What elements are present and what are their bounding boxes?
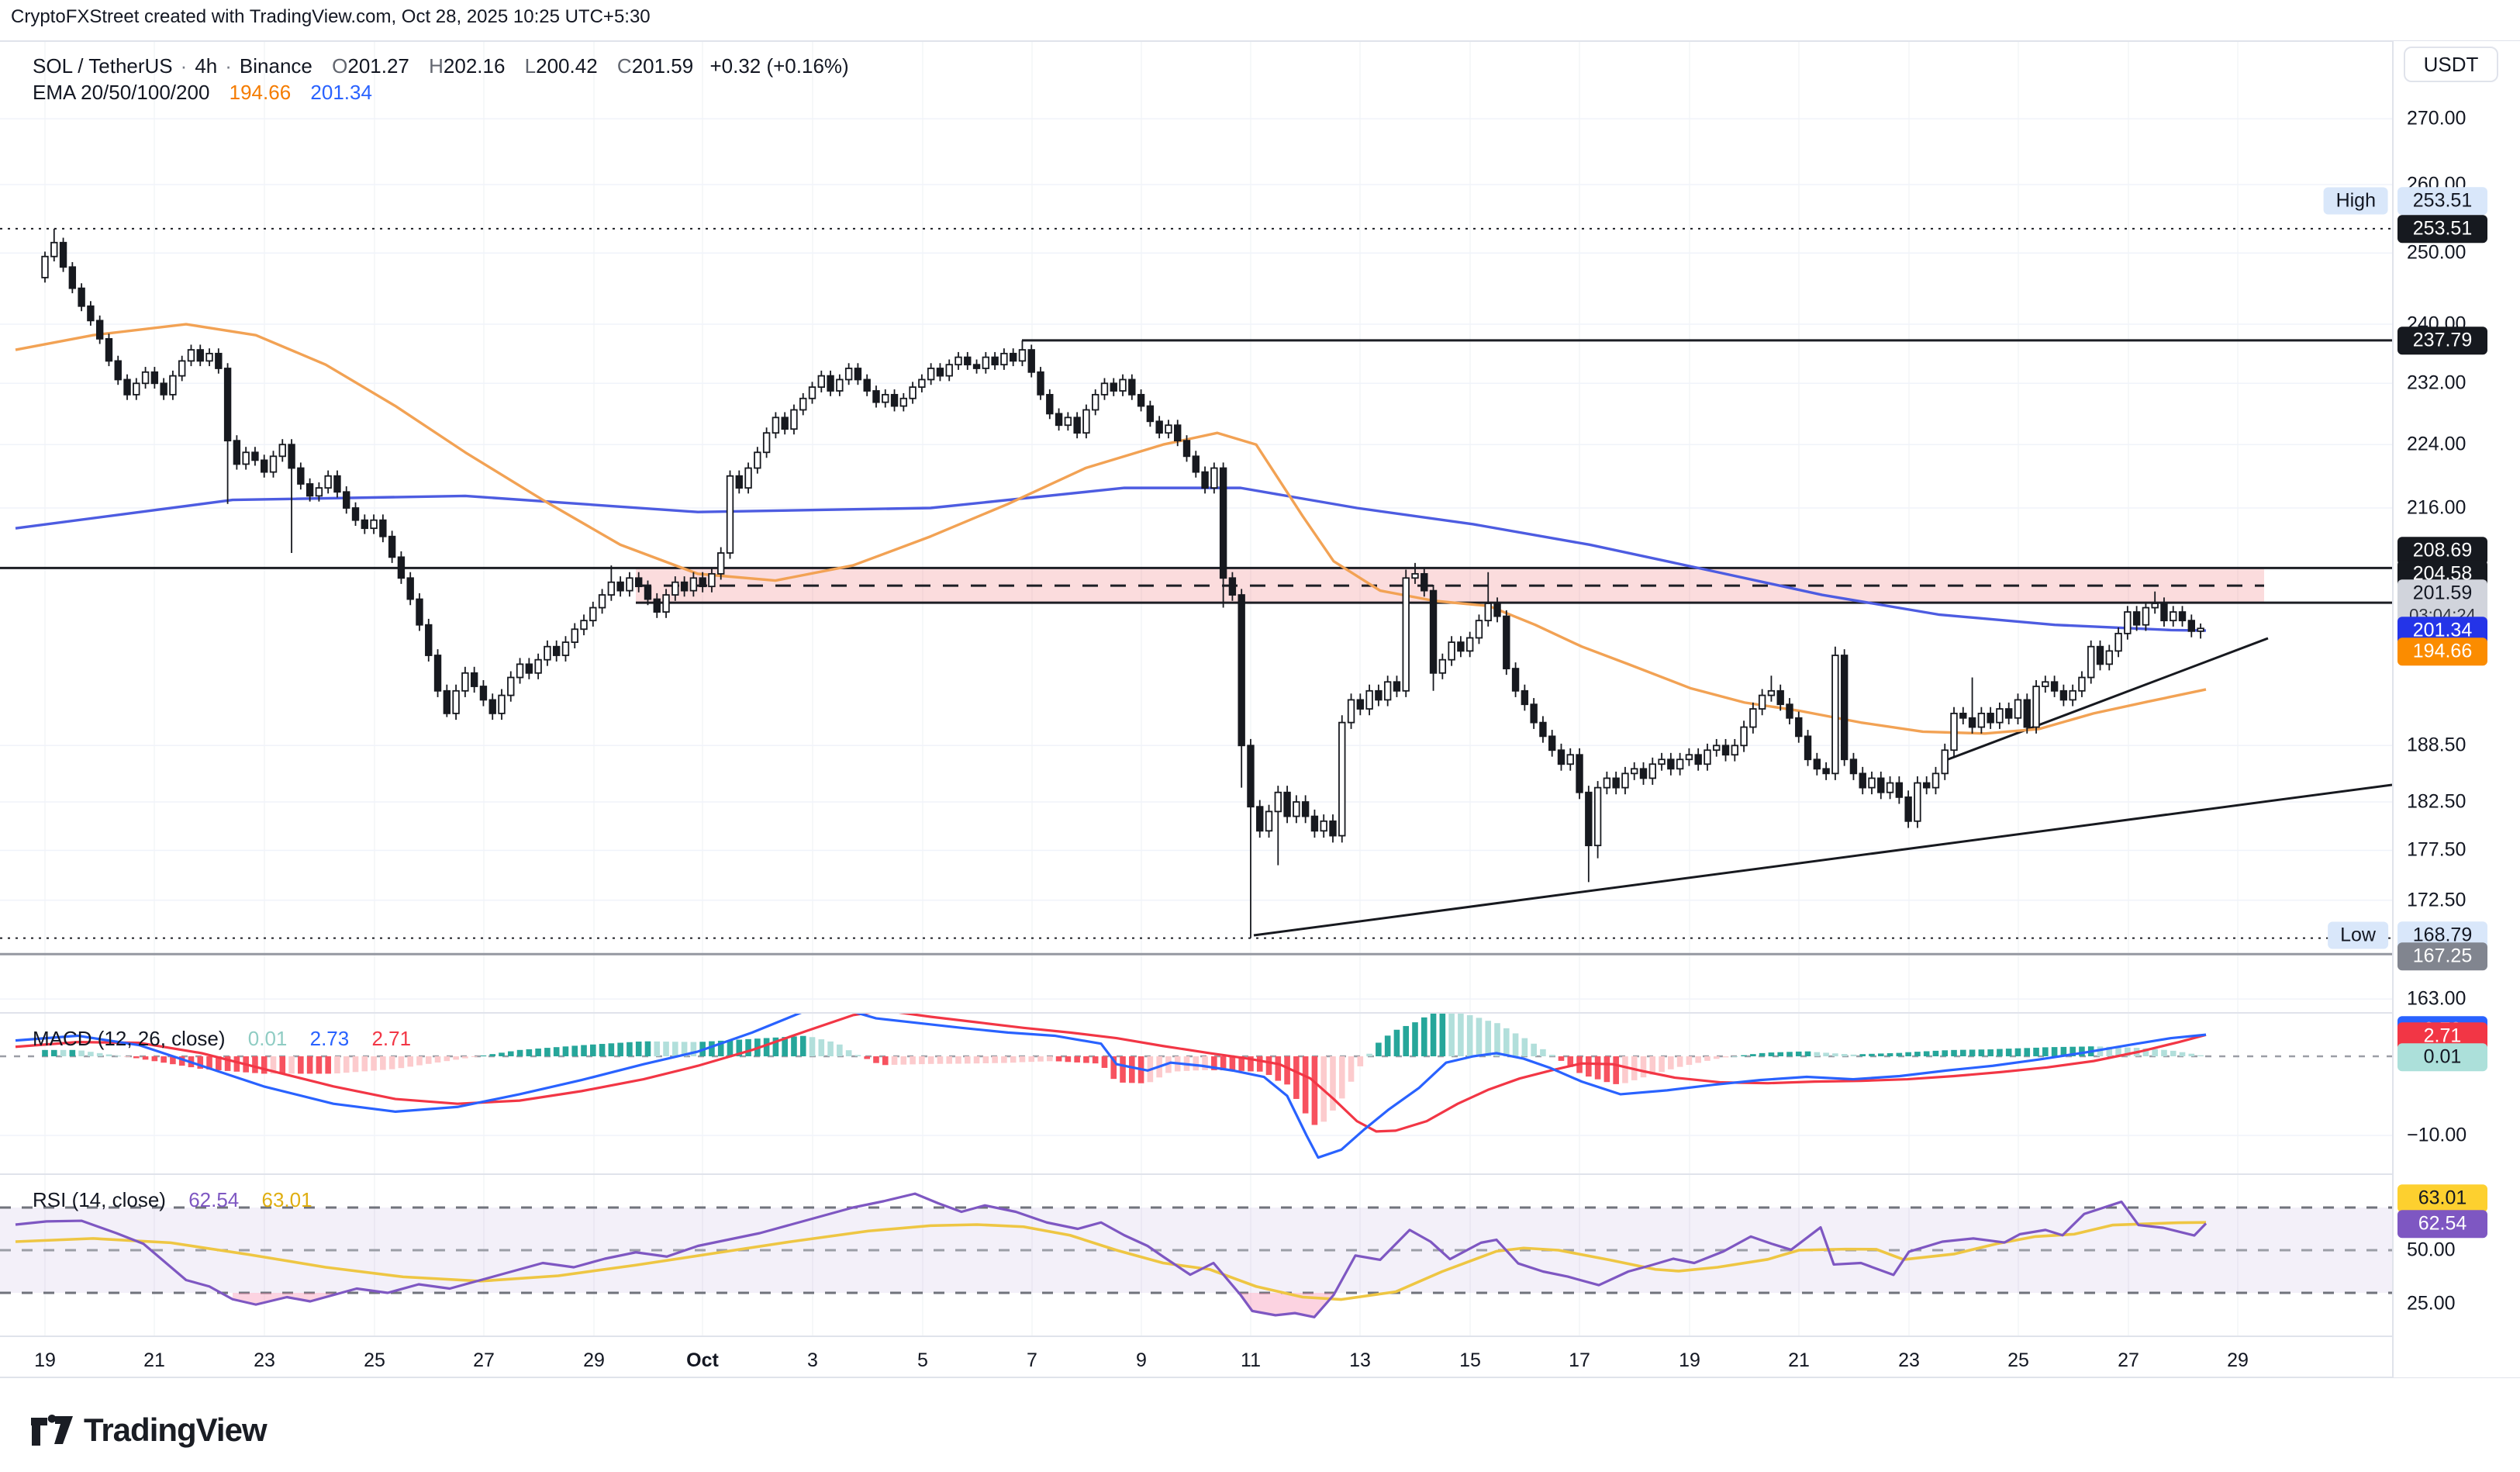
price-label-chip: 253.51 [2397,215,2487,243]
time-tick-label: 29 [583,1349,605,1371]
price-label-chip: 208.69 [2397,537,2487,565]
time-tick-label: 21 [1788,1349,1810,1371]
time-tick-label: 27 [473,1349,495,1371]
price-label-chip: 237.79 [2397,327,2487,354]
tradingview-logo-icon [31,1415,73,1446]
time-tick-label: 25 [364,1349,385,1371]
ema-legend[interactable]: EMA 20/50/100/200 194.66 201.34 [33,81,372,105]
rsi-tick: 50.00 [2407,1239,2456,1261]
time-tick-label: 27 [2118,1349,2139,1371]
time-tick-label: 11 [1241,1349,1261,1371]
time-tick-label: 5 [917,1349,928,1371]
time-tick-label: 15 [1459,1349,1481,1371]
price-scale[interactable] [2392,41,2520,1377]
time-tick-label: 19 [34,1349,56,1371]
macd-legend[interactable]: MACD (12, 26, close) 0.01 2.73 2.71 [33,1027,411,1051]
time-tick-label: 3 [807,1349,818,1371]
exchange: Binance [239,54,312,78]
macd-hist-value: 0.01 [247,1027,288,1050]
price-label-chip: 194.66 [2397,638,2487,665]
low-key: L [524,54,537,78]
open-value: 201.27 [347,54,409,78]
price-tick: 250.00 [2407,241,2466,264]
price-tick: 224.00 [2407,433,2466,455]
time-tick-label: 23 [1898,1349,1920,1371]
time-tick-label: 29 [2227,1349,2249,1371]
rsi-value: 62.54 [188,1188,240,1211]
rsi-legend[interactable]: RSI (14, close) 62.54 63.01 [33,1188,312,1212]
price-tick: 172.50 [2407,889,2466,911]
close-key: C [616,54,632,78]
ema-label: EMA 20/50/100/200 [33,81,210,104]
time-tick-label: Oct [686,1349,719,1371]
time-tick-label: 13 [1349,1349,1371,1371]
price-tick: 163.00 [2407,987,2466,1010]
macd-line-value: 2.73 [309,1027,350,1050]
macd-tick: −10.00 [2407,1124,2467,1146]
rsi-tick: 25.00 [2407,1292,2456,1315]
time-tick-label: 23 [254,1349,275,1371]
tradingview-logo: TradingView [31,1412,268,1449]
symbol-legend[interactable]: SOL / TetherUS · 4h · Binance O201.27 H202.1… [33,54,849,78]
high-value: 202.16 [443,54,506,78]
macd-title: MACD (12, 26, close) [33,1027,226,1050]
time-tick-label: 7 [1027,1349,1037,1371]
time-tick-label: 19 [1679,1349,1700,1371]
time-tick-label: 17 [1569,1349,1590,1371]
low-value: 200.42 [536,54,598,78]
range-marker-chip: High [2323,187,2388,215]
ema-slow-value: 201.34 [310,81,372,104]
ema-fast-value: 194.66 [229,81,292,104]
price-label-chip: 0.01 [2397,1043,2487,1071]
price-tick: 182.50 [2407,790,2466,813]
high-key: H [429,54,444,78]
price-label-chip: 167.25 [2397,942,2487,970]
price-label-chip: 253.51 [2397,187,2487,215]
interval: 4h [195,54,218,78]
change-value: +0.32 (+0.16%) [709,54,849,78]
price-label-chip: 62.54 [2397,1210,2487,1238]
price-tick: 270.00 [2407,107,2466,130]
price-tick: 232.00 [2407,371,2466,394]
symbol-name: SOL / TetherUS [33,54,173,78]
price-tick: 177.50 [2407,838,2466,861]
rsi-title: RSI (14, close) [33,1188,166,1211]
price-tick: 216.00 [2407,496,2466,519]
time-tick-label: 9 [1136,1349,1147,1371]
open-key: O [332,54,348,78]
time-tick-label: 25 [2007,1349,2029,1371]
close-value: 201.59 [631,54,694,78]
time-tick-label: 21 [143,1349,165,1371]
price-tick: 188.50 [2407,734,2466,756]
credit-line: CryptoFXStreet created with TradingView.… [11,6,651,27]
currency-button[interactable]: USDT [2404,47,2498,82]
price-label-chip: 63.01 [2397,1184,2487,1212]
range-marker-chip: Low [2328,921,2388,949]
tradingview-logo-text: TradingView [84,1412,268,1448]
rsi-ma-value: 63.01 [261,1188,312,1211]
macd-signal-value: 2.71 [371,1027,412,1050]
